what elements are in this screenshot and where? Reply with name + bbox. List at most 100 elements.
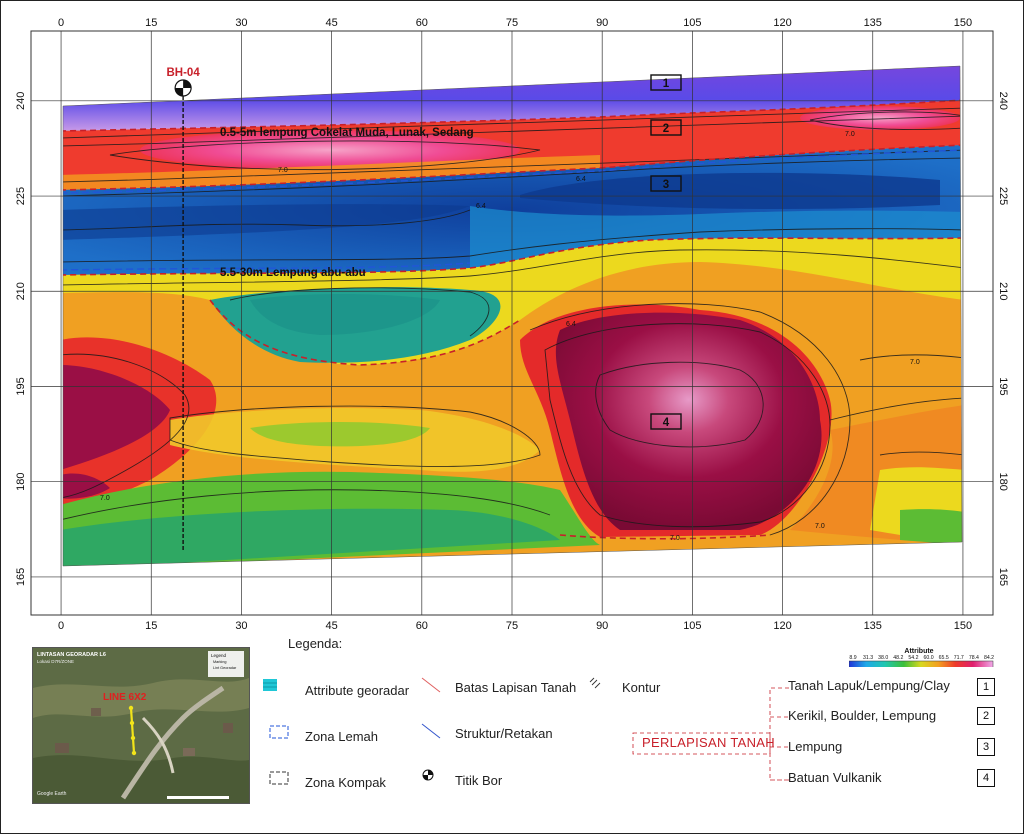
layer-num-box-1: 1 xyxy=(977,678,995,696)
borehole-label: BH-04 xyxy=(166,67,200,79)
x-tick-label: 90 xyxy=(596,620,608,632)
x-tick-label: 15 xyxy=(145,17,157,29)
annotation-layer-clay: 5.5-30m Lempung abu-abu xyxy=(220,267,366,279)
colorbar-tick-label: 60.0 xyxy=(924,655,934,661)
contour-label: 7.0 xyxy=(845,131,855,138)
legend-attribute-georadar: Attribute georadar xyxy=(305,683,410,698)
perlapisan-tanah-label: PERLAPISAN TANAH xyxy=(642,735,775,750)
contour-label: 7.0 xyxy=(910,359,920,366)
y-ticks-right: 240 225 210 195 180 165 xyxy=(997,92,1009,586)
layer-box-2 xyxy=(650,119,682,136)
layer-label-4: 4 xyxy=(663,417,670,429)
contour-label: 6.4 xyxy=(576,176,586,183)
x-tick-label: 105 xyxy=(683,17,701,29)
x-tick-label: 135 xyxy=(864,17,882,29)
layer-name-3: Lempung xyxy=(788,739,843,754)
y-tick-label: 180 xyxy=(997,473,1009,491)
x-tick-label: 120 xyxy=(773,620,791,632)
x-tick-label: 90 xyxy=(596,17,608,29)
layer-num-box-2: 2 xyxy=(977,707,995,725)
y-tick-label: 165 xyxy=(997,568,1009,586)
layer-label-1: 1 xyxy=(663,78,670,90)
y-tick-label: 210 xyxy=(997,282,1009,300)
x-ticks-top: 0 15 30 45 60 75 90 105 120 135 150 xyxy=(58,17,972,29)
borehole-icon xyxy=(174,79,192,97)
x-tick-label: 60 xyxy=(416,17,428,29)
legend-kontur: Kontur xyxy=(622,680,661,695)
legend-titik-bor: Titik Bor xyxy=(455,773,503,788)
minimap-title: LINTASAN GEORADAR L6 xyxy=(37,652,106,658)
perlapisan-bracket xyxy=(632,687,790,781)
minimap-legend-item: Lint Georadar xyxy=(213,666,237,670)
layer-box-3 xyxy=(650,175,682,192)
colorbar-tick-label: 54.2 xyxy=(908,655,918,661)
x-tick-label: 135 xyxy=(864,620,882,632)
colorbar-tick-label: 48.2 xyxy=(893,655,903,661)
annotation-layer-top: 0.5-5m lempung Cokelat Muda, Lunak, Seda… xyxy=(220,127,474,139)
struktur-retakan-icon xyxy=(421,723,441,739)
contour-label: 6.4 xyxy=(566,321,576,328)
minimap-legend-title: Legend xyxy=(211,653,227,658)
attribute-georadar-icon xyxy=(263,679,277,691)
y-tick-label: 165 xyxy=(15,568,27,586)
legend-zona-kompak: Zona Kompak xyxy=(305,775,386,790)
x-tick-label: 75 xyxy=(506,17,518,29)
contour-label: 7.0 xyxy=(278,167,288,174)
x-ticks-bottom: 0 15 30 45 60 75 90 105 120 135 150 xyxy=(58,620,972,632)
contour-label: 7.0 xyxy=(100,495,110,502)
colorbar-tick-label: 84.2 xyxy=(984,655,994,661)
radar-section xyxy=(63,66,962,566)
x-tick-label: 15 xyxy=(145,620,157,632)
titik-bor-icon xyxy=(422,769,434,781)
y-tick-label: 240 xyxy=(15,92,27,110)
kontur-icon xyxy=(589,677,601,689)
y-tick-label: 180 xyxy=(15,473,27,491)
zona-kompak-icon xyxy=(269,771,289,785)
minimap-credit: Google Earth xyxy=(37,791,67,797)
layer-label-3: 3 xyxy=(663,179,669,191)
grid-lines xyxy=(31,31,993,615)
x-tick-label: 0 xyxy=(58,620,64,632)
y-tick-label: 195 xyxy=(997,377,1009,395)
legend-title: Legenda: xyxy=(288,636,343,651)
layer-name-1: Tanah Lapuk/Lempung/Clay xyxy=(788,678,950,693)
x-tick-label: 45 xyxy=(326,620,338,632)
colorbar-tick-label: 8.9 xyxy=(849,655,856,661)
x-tick-label: 105 xyxy=(683,620,701,632)
x-tick-label: 45 xyxy=(326,17,338,29)
layer-name-2: Kerikil, Boulder, Lempung xyxy=(788,708,937,723)
minimap-subtitle: Lokasi D7R/ZONE xyxy=(37,659,75,664)
contour-label: 6.4 xyxy=(476,203,486,210)
contour-label: 7.0 xyxy=(815,523,825,530)
y-tick-label: 195 xyxy=(15,377,27,395)
minimap-legend-item: Marking xyxy=(213,660,227,664)
layer-box-1 xyxy=(650,74,682,91)
colorbar-tick-label: 65.5 xyxy=(939,655,949,661)
contour-label: 7.0 xyxy=(670,535,680,542)
layer-num-box-3: 3 xyxy=(977,738,995,756)
layer-label-2: 2 xyxy=(663,123,669,135)
x-tick-label: 60 xyxy=(416,620,428,632)
location-minimap: LINTASAN GEORADAR L6 Lokasi D7R/ZONE Leg… xyxy=(32,647,250,804)
x-tick-label: 150 xyxy=(954,620,972,632)
x-tick-label: 30 xyxy=(235,17,247,29)
y-tick-label: 210 xyxy=(15,282,27,300)
layer-name-4: Batuan Vulkanik xyxy=(788,770,882,785)
colorbar-title: Attribute xyxy=(904,648,933,655)
x-tick-label: 75 xyxy=(506,620,518,632)
radar-section-chart: 0 15 30 45 60 75 90 105 120 135 150 0 15 30 45 60 75 90 1… xyxy=(15,17,1009,632)
colorbar-tick-label: 38.0 xyxy=(878,655,888,661)
y-tick-label: 225 xyxy=(997,187,1009,205)
zona-lemah-icon xyxy=(269,725,289,739)
colorbar-tick-label: 78.4 xyxy=(969,655,979,661)
colorbar-tick-label: 71.7 xyxy=(954,655,964,661)
colorbar-tick-label: 31.3 xyxy=(863,655,873,661)
layer-box-4 xyxy=(650,413,682,430)
y-tick-label: 225 xyxy=(15,187,27,205)
colorbar: Attribute 8.9 31.3 38.0 48.2 54.2 60.0 65.5 71.… xyxy=(849,648,994,667)
x-tick-label: 30 xyxy=(235,620,247,632)
batas-lapisan-icon xyxy=(421,677,441,693)
minimap-line-label: LINE 6X2 xyxy=(103,692,147,703)
legend-struktur-retakan: Struktur/Retakan xyxy=(455,726,553,741)
y-tick-label: 240 xyxy=(997,92,1009,110)
